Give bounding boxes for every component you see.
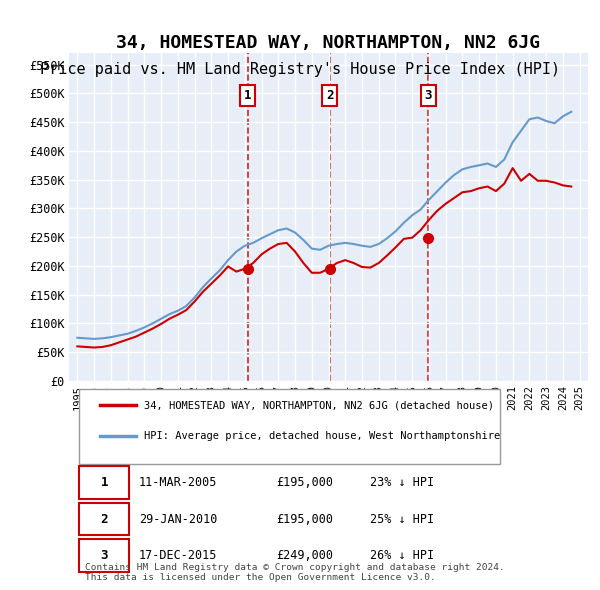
Text: 25% ↓ HPI: 25% ↓ HPI [370,513,434,526]
Title: 34, HOMESTEAD WAY, NORTHAMPTON, NN2 6JG: 34, HOMESTEAD WAY, NORTHAMPTON, NN2 6JG [116,34,541,51]
Text: 3: 3 [101,549,108,562]
Text: 26% ↓ HPI: 26% ↓ HPI [370,549,434,562]
Text: Contains HM Land Registry data © Crown copyright and database right 2024.
This d: Contains HM Land Registry data © Crown c… [85,563,505,582]
Text: 11-MAR-2005: 11-MAR-2005 [139,476,217,489]
FancyBboxPatch shape [79,466,128,499]
Text: 2: 2 [101,513,108,526]
Text: £195,000: £195,000 [277,476,334,489]
Text: Price paid vs. HM Land Registry's House Price Index (HPI): Price paid vs. HM Land Registry's House … [40,62,560,77]
Text: 34, HOMESTEAD WAY, NORTHAMPTON, NN2 6JG (detached house): 34, HOMESTEAD WAY, NORTHAMPTON, NN2 6JG … [144,400,494,410]
Text: 3: 3 [425,89,432,102]
Text: 17-DEC-2015: 17-DEC-2015 [139,549,217,562]
Text: £195,000: £195,000 [277,513,334,526]
Text: 1: 1 [101,476,108,489]
Text: 1: 1 [244,89,251,102]
Text: HPI: Average price, detached house, West Northamptonshire: HPI: Average price, detached house, West… [144,431,500,441]
Text: 23% ↓ HPI: 23% ↓ HPI [370,476,434,489]
FancyBboxPatch shape [79,503,128,535]
Text: 29-JAN-2010: 29-JAN-2010 [139,513,217,526]
Text: £249,000: £249,000 [277,549,334,562]
Text: 2: 2 [326,89,334,102]
FancyBboxPatch shape [79,389,500,464]
FancyBboxPatch shape [79,539,128,572]
